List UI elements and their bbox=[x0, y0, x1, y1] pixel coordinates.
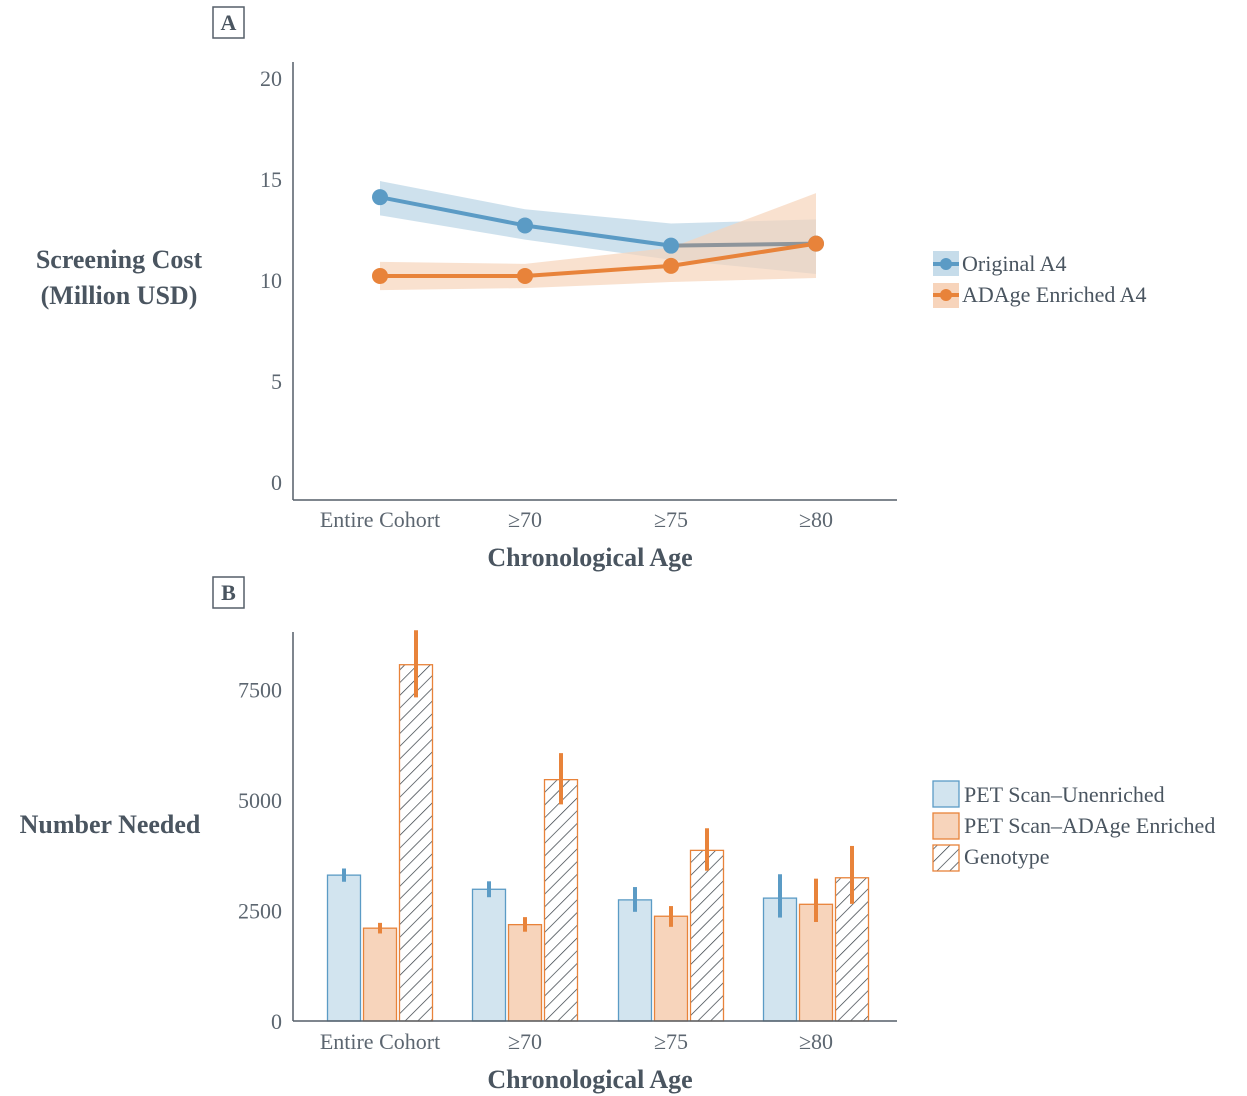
panel-b-label-box bbox=[212, 576, 245, 609]
legend-genotype-swatch bbox=[932, 844, 960, 872]
bar-pet-scan-adage-enriched-75 bbox=[653, 915, 689, 1022]
panel-a-series-points bbox=[372, 189, 824, 284]
legend-adage-enriched-a4-label: ADAge Enriched A4 bbox=[962, 282, 1147, 307]
panel-b-y-axis-title: Number Needed bbox=[20, 810, 201, 839]
panel-b: B 0 2500 5000 7500 Entire Cohort ≥70 ≥75 ≥80 N… bbox=[20, 576, 1215, 1094]
point-original-a4-entire-cohort bbox=[372, 189, 388, 206]
point-adage-enriched-a4-entire-cohort bbox=[372, 267, 388, 284]
legend-pet-adage-enriched-swatch bbox=[932, 812, 960, 840]
b-y-tick-2500: 2500 bbox=[238, 898, 282, 923]
panel-a-legend: Original A4 ADAge Enriched A4 bbox=[933, 251, 1147, 308]
point-adage-enriched-a4-80 bbox=[808, 235, 824, 252]
bar-pet-scan-unenriched-70 bbox=[471, 888, 507, 1022]
point-adage-enriched-a4-70 bbox=[517, 267, 533, 284]
bar-genotype-entire-cohort bbox=[398, 664, 434, 1022]
panel-a-y-tick-labels: 0 5 10 15 20 bbox=[260, 66, 282, 495]
a-y-tick-10: 10 bbox=[260, 268, 282, 293]
legend-original-a4-label: Original A4 bbox=[962, 251, 1067, 276]
point-original-a4-75 bbox=[663, 237, 679, 254]
line-segment-original-a4-0 bbox=[378, 195, 527, 228]
bar-pet-scan-adage-enriched-80 bbox=[798, 903, 834, 1022]
a-y-tick-15: 15 bbox=[260, 167, 282, 192]
panel-a-y-axis-title-line1: Screening Cost bbox=[36, 245, 203, 274]
panel-a-x-axis-title: Chronological Age bbox=[487, 543, 692, 572]
legend-original-a4-marker bbox=[940, 258, 952, 270]
panel-b-label: B bbox=[221, 580, 236, 605]
panel-b-x-axis-title: Chronological Age bbox=[487, 1065, 692, 1094]
bar-pet-scan-unenriched-80 bbox=[762, 897, 798, 1022]
a-y-tick-0: 0 bbox=[271, 470, 282, 495]
legend-genotype-label: Genotype bbox=[964, 844, 1050, 869]
line-segment-original-a4-1 bbox=[523, 223, 673, 248]
line-segment-adage-enriched-a4-1 bbox=[523, 263, 673, 278]
line-segment-original-a4-2 bbox=[669, 241, 818, 248]
bar-genotype-70 bbox=[543, 778, 579, 1022]
a-x-tick-80: ≥80 bbox=[799, 507, 833, 532]
bar-pet-scan-unenriched-75 bbox=[617, 899, 653, 1022]
legend-genotype: Genotype bbox=[932, 844, 1050, 872]
panel-a-confidence-bands bbox=[380, 181, 816, 291]
band-adage-enriched-a4 bbox=[380, 193, 816, 291]
legend-original-a4: Original A4 bbox=[933, 251, 1067, 276]
panel-b-y-tick-labels: 0 2500 5000 7500 bbox=[238, 677, 282, 1034]
panel-b-bars bbox=[326, 664, 870, 1022]
a-x-tick-70: ≥70 bbox=[508, 507, 542, 532]
b-y-tick-5000: 5000 bbox=[238, 788, 282, 813]
bar-pet-scan-adage-enriched-entire-cohort bbox=[362, 927, 398, 1022]
bar-genotype-75 bbox=[689, 849, 725, 1022]
panel-a-label: A bbox=[221, 10, 237, 35]
point-adage-enriched-a4-75 bbox=[663, 257, 679, 274]
b-x-tick-entire-cohort: Entire Cohort bbox=[320, 1029, 440, 1054]
legend-adage-enriched-a4: ADAge Enriched A4 bbox=[933, 282, 1147, 308]
b-x-tick-75: ≥75 bbox=[654, 1029, 688, 1054]
legend-pet-adage-enriched: PET Scan–ADAge Enriched bbox=[932, 812, 1215, 840]
legend-pet-unenriched-label: PET Scan–Unenriched bbox=[964, 782, 1165, 807]
a-y-tick-5: 5 bbox=[271, 369, 282, 394]
b-y-tick-7500: 7500 bbox=[238, 677, 282, 702]
panel-a-label-box bbox=[212, 6, 245, 39]
legend-pet-unenriched: PET Scan–Unenriched bbox=[932, 780, 1165, 808]
a-y-tick-20: 20 bbox=[260, 66, 282, 91]
point-original-a4-70 bbox=[517, 217, 533, 234]
bar-pet-scan-adage-enriched-70 bbox=[507, 923, 543, 1022]
a-x-tick-entire-cohort: Entire Cohort bbox=[320, 507, 440, 532]
panel-b-x-tick-labels: Entire Cohort ≥70 ≥75 ≥80 bbox=[320, 1029, 833, 1054]
b-y-tick-0: 0 bbox=[271, 1009, 282, 1034]
b-x-tick-80: ≥80 bbox=[799, 1029, 833, 1054]
panel-b-error-bars bbox=[342, 630, 854, 934]
panel-a-series-lines bbox=[378, 195, 818, 278]
panel-a-x-tick-labels: Entire Cohort ≥70 ≥75 ≥80 bbox=[320, 507, 833, 532]
legend-pet-unenriched-swatch bbox=[932, 780, 960, 808]
b-x-tick-70: ≥70 bbox=[508, 1029, 542, 1054]
legend-adage-enriched-a4-marker bbox=[940, 289, 952, 301]
a-x-tick-75: ≥75 bbox=[654, 507, 688, 532]
panel-b-legend: PET Scan–Unenriched PET Scan–ADAge Enric… bbox=[932, 780, 1215, 872]
legend-pet-adage-enriched-label: PET Scan–ADAge Enriched bbox=[964, 813, 1215, 838]
panel-a: A 0 5 10 15 20 Entire Cohort ≥70 ≥75 ≥80 Screen… bbox=[36, 6, 1147, 572]
line-segment-adage-enriched-a4-2 bbox=[669, 241, 818, 268]
bar-pet-scan-unenriched-entire-cohort bbox=[326, 874, 362, 1022]
panel-a-y-axis-title-line2: (Million USD) bbox=[41, 281, 198, 310]
